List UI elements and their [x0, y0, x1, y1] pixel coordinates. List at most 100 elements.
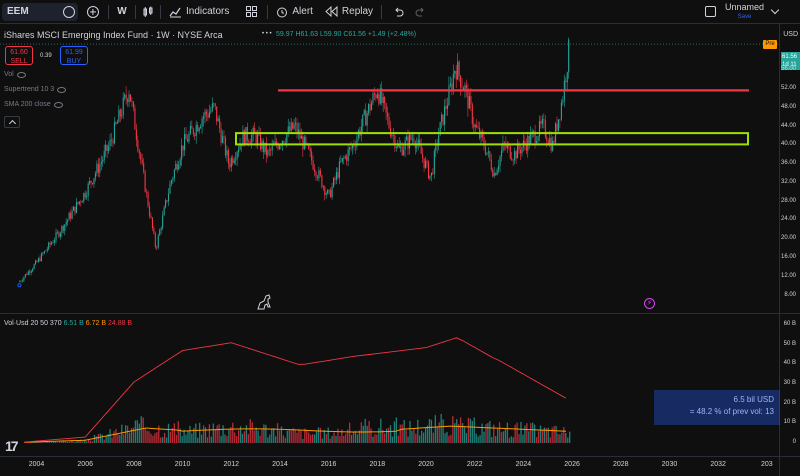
candle-body	[536, 141, 538, 143]
collapse-legend-button[interactable]	[4, 116, 20, 128]
candle-body	[283, 141, 285, 143]
compare-button[interactable]	[82, 0, 104, 24]
volume-bar	[360, 422, 362, 443]
chart-type-button[interactable]	[140, 0, 156, 24]
candle-body	[49, 242, 51, 245]
alert-button[interactable]: Alert	[272, 0, 317, 24]
volume-bar	[265, 424, 267, 443]
legend-more-icon[interactable]	[262, 31, 272, 40]
volume-bar	[345, 433, 347, 443]
symbol-search[interactable]: EEM	[2, 2, 78, 21]
redo-button[interactable]	[410, 0, 430, 24]
layouts-button[interactable]	[239, 0, 263, 24]
candle-body	[125, 94, 127, 100]
volume-bar	[533, 424, 536, 443]
candle-body	[140, 153, 142, 160]
volume-bar	[446, 431, 448, 443]
candle-body	[267, 150, 269, 156]
candle-body	[419, 139, 421, 146]
volume-bar	[438, 422, 440, 443]
volume-bar	[475, 433, 477, 443]
candle-body	[438, 135, 440, 146]
candle-body	[463, 87, 465, 91]
volume-bar	[518, 434, 520, 443]
candle-body	[163, 207, 165, 216]
volume-ma-long-value: 24.88 B	[107, 320, 133, 327]
candle-body	[295, 123, 297, 125]
time-tick-label: 2022	[466, 461, 483, 468]
candle-body	[559, 119, 561, 120]
candle-body	[21, 280, 23, 282]
indicator-legend-vol[interactable]: Vol	[4, 71, 26, 78]
volume-bar	[58, 441, 61, 443]
candle-body	[112, 140, 114, 144]
layout-name-button[interactable]: Unnamed Save	[725, 2, 764, 22]
candle-body	[521, 146, 523, 154]
support-zone-box	[235, 132, 749, 146]
symbol-legend-title[interactable]: iShares MSCI Emerging Index Fund · 1W · …	[4, 30, 223, 40]
volume-bar	[315, 431, 318, 443]
volume-bar	[317, 427, 320, 443]
candle-body	[192, 128, 194, 135]
volume-bar	[516, 422, 518, 443]
candle-body	[435, 143, 437, 151]
symbol-eye-icon[interactable]	[63, 5, 75, 18]
currency-label[interactable]: USD	[783, 31, 798, 38]
candle-body	[27, 271, 29, 275]
replay-button[interactable]: Replay	[321, 0, 377, 24]
candle-body	[427, 161, 430, 179]
undo-button[interactable]	[386, 0, 410, 24]
eye-icon[interactable]	[53, 101, 63, 108]
volume-bar	[313, 434, 316, 443]
indicators-button[interactable]: Indicators	[165, 0, 233, 24]
pane-divider[interactable]	[0, 313, 800, 314]
buy-button[interactable]: 61.99 BUY	[60, 46, 88, 65]
volume-bar	[395, 417, 398, 443]
volume-bar	[245, 425, 248, 443]
dinosaur-icon	[257, 294, 271, 310]
volume-bar	[261, 429, 263, 443]
volume-bar	[169, 431, 172, 443]
indicator-label: SMA 200 close	[4, 101, 51, 108]
volume-bar	[222, 425, 224, 443]
layout-checkbox[interactable]	[705, 6, 716, 17]
eye-icon[interactable]	[57, 86, 67, 93]
toolbar-divider	[267, 4, 269, 19]
time-tick-label: 2024	[515, 461, 532, 468]
volume-bar	[80, 439, 82, 443]
candle-body	[544, 120, 546, 137]
candle-body	[135, 129, 137, 140]
volume-bar	[498, 422, 501, 443]
volume-bar	[413, 428, 415, 443]
volume-bar	[140, 416, 142, 443]
sell-button[interactable]: 61.60 SELL	[5, 46, 33, 65]
volume-legend[interactable]: Vol·Usd 20 50 370 6.51 B 6.72 B 24.88 B	[4, 320, 132, 327]
candle-body	[483, 137, 485, 147]
volume-bar	[202, 425, 205, 443]
candle-body	[96, 163, 98, 174]
lightning-icon[interactable]: ⚡	[644, 298, 655, 309]
volume-bar	[496, 428, 499, 443]
candle-body	[170, 180, 172, 184]
volume-ma-value: 6.72 B	[85, 320, 107, 327]
volume-bar	[506, 422, 509, 443]
volume-bar	[167, 423, 170, 443]
candle-body	[173, 169, 175, 179]
candle-body	[493, 173, 495, 177]
candle-body	[290, 122, 292, 132]
eye-icon[interactable]	[16, 71, 26, 78]
volume-bar	[337, 428, 339, 443]
volume-bar	[294, 429, 296, 443]
indicator-legend-sma[interactable]: SMA 200 close	[4, 101, 63, 108]
candle-body	[185, 134, 187, 140]
tradingview-logo[interactable]: 17	[5, 438, 19, 454]
volume-bar	[177, 421, 179, 443]
indicator-legend-supertrend[interactable]: Supertrend 10 3	[4, 86, 67, 93]
candle-body	[312, 160, 314, 170]
candle-body	[451, 83, 453, 90]
time-tick-label: 2006	[77, 461, 93, 468]
candle-body	[448, 85, 450, 106]
interval-button[interactable]: W	[117, 6, 127, 17]
volume-bar	[175, 434, 177, 443]
